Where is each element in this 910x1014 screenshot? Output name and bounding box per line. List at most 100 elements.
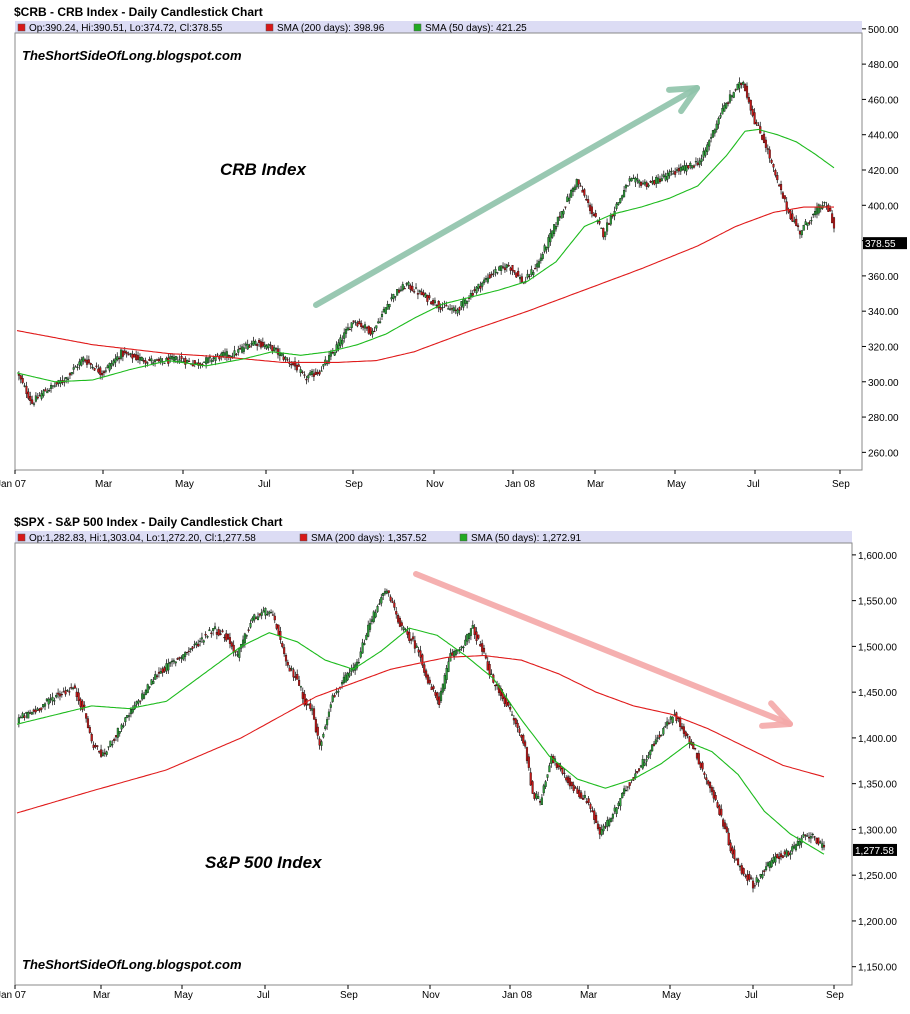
candle-up	[615, 203, 618, 209]
candle-down	[157, 671, 161, 674]
candle-up	[710, 137, 713, 139]
candle-up	[685, 165, 688, 172]
candle-up	[390, 297, 393, 300]
candle-up	[119, 349, 123, 359]
candle-up	[106, 365, 109, 369]
candle-up	[254, 340, 257, 345]
candle-down	[84, 359, 87, 362]
candle-up	[104, 370, 107, 372]
candle-up	[126, 715, 129, 718]
candle-up	[660, 178, 663, 181]
candle-down	[255, 617, 258, 619]
legend-sma50: SMA (50 days): 421.25	[425, 23, 527, 34]
x-tick-label: Nov	[426, 479, 444, 490]
candle-down	[391, 600, 394, 603]
candle-up	[492, 273, 495, 275]
candle-up	[447, 661, 450, 672]
y-tick-label: 1,350.00	[858, 780, 897, 791]
candle-down	[511, 265, 514, 271]
candle-down	[85, 359, 89, 365]
candle-up	[342, 676, 345, 684]
candle-down	[507, 702, 510, 706]
candle-up	[148, 686, 151, 688]
candle-down	[88, 727, 91, 733]
candle-up	[539, 257, 542, 261]
candle-up	[67, 378, 70, 380]
x-tick-label: Jan 08	[502, 990, 532, 1001]
candle-up	[146, 362, 149, 364]
candle-down	[75, 691, 78, 698]
candle-down	[301, 371, 304, 373]
candle-down	[403, 288, 406, 290]
candle-up	[713, 129, 716, 134]
candle-down	[813, 836, 816, 838]
plot-area	[14, 32, 863, 471]
candle-up	[462, 299, 465, 308]
candle-up	[42, 704, 45, 708]
candle-up	[46, 391, 49, 394]
candle-down	[62, 691, 65, 693]
candle-up	[761, 874, 764, 879]
x-tick-label: Sep	[832, 479, 850, 490]
candle-down	[225, 633, 228, 641]
candle-up	[363, 324, 367, 329]
candle-up	[458, 649, 461, 651]
candle-up	[251, 617, 254, 622]
candle-up	[180, 657, 183, 659]
chart-title: $CRB - CRB Index - Daily Candlestick Cha…	[14, 5, 263, 19]
candle-down	[645, 182, 648, 188]
sma50-line	[16, 627, 825, 855]
candle-up	[662, 728, 665, 735]
candle-up	[483, 279, 486, 283]
candle-up	[246, 344, 249, 350]
candle-up	[662, 174, 665, 177]
candle-down	[97, 368, 100, 373]
candle-down	[408, 632, 411, 641]
x-tick-label: Sep	[826, 990, 844, 1001]
candle-down	[488, 664, 491, 676]
candle-down	[92, 744, 95, 748]
candle-up	[186, 360, 189, 363]
candle-up	[284, 357, 287, 360]
candle-up	[182, 361, 185, 363]
candle-up	[19, 717, 22, 719]
candle-down	[425, 670, 428, 678]
candle-up	[48, 389, 51, 392]
y-tick-label: 260.00	[868, 448, 899, 459]
candle-down	[395, 611, 398, 615]
candle-up	[343, 332, 346, 339]
candle-down	[791, 213, 794, 222]
candle-down	[155, 359, 158, 361]
candle-up	[299, 686, 302, 688]
candle-up	[152, 362, 155, 364]
candle-down	[411, 636, 415, 640]
candle-down	[766, 148, 769, 150]
candle-down	[528, 275, 531, 278]
candle-up	[526, 273, 529, 278]
y-tick-label: 1,500.00	[858, 642, 897, 653]
candle-down	[217, 629, 220, 636]
candle-up	[542, 785, 545, 794]
candle-down	[776, 854, 779, 859]
legend-sma50: SMA (50 days): 1,272.91	[471, 533, 582, 544]
candle-down	[723, 822, 727, 829]
candle-down	[316, 726, 319, 736]
candle-down	[83, 704, 86, 707]
candle-up	[725, 103, 728, 109]
candle-down	[701, 762, 704, 770]
candle-down	[421, 654, 424, 666]
candle-down	[471, 293, 474, 296]
candle-up	[660, 734, 663, 737]
candle-down	[558, 216, 561, 218]
candle-up	[606, 820, 609, 827]
candle-up	[543, 245, 546, 252]
candle-down	[451, 652, 454, 656]
candle-up	[350, 322, 353, 328]
y-tick-label: 1,600.00	[858, 551, 897, 562]
candle-down	[595, 814, 598, 824]
candles	[17, 77, 836, 407]
candle-down	[488, 274, 491, 279]
candles	[17, 588, 826, 893]
candle-up	[706, 144, 709, 152]
candle-up	[159, 671, 162, 674]
